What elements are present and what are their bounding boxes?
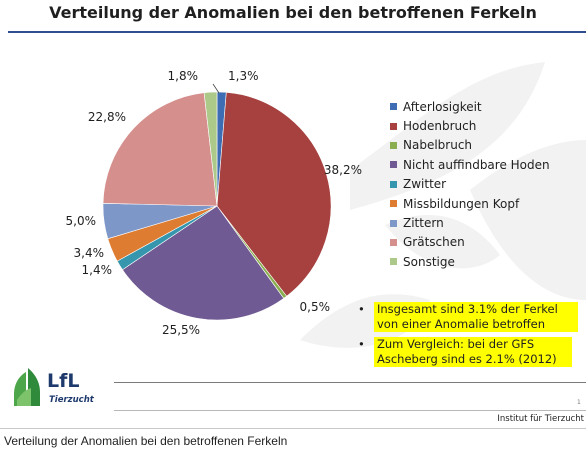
leaf-logo-icon	[14, 368, 40, 406]
slice-label: 22,8%	[88, 110, 126, 124]
legend-label: Hodenbruch	[403, 119, 477, 134]
legend-label: Nicht auffindbare Hoden	[403, 157, 550, 172]
legend-swatch	[390, 103, 397, 111]
legend-label: Sonstige	[403, 254, 455, 269]
legend-label: Grätschen	[403, 235, 465, 250]
footer-rule	[114, 410, 586, 411]
legend-label: Afterlosigkeit	[403, 99, 482, 114]
chart-legend: Afterlosigkeit Hodenbruch Nabelbruch Nicht …	[390, 97, 550, 272]
legend-item: Zittern	[390, 213, 550, 232]
lfl-logo: LfL Tierzucht	[11, 364, 121, 408]
title-rule	[8, 31, 586, 33]
legend-swatch	[390, 161, 397, 169]
slice-label: 1,8%	[168, 69, 199, 83]
page-number: 1	[577, 399, 581, 406]
slice-label: 1,4%	[82, 263, 113, 277]
pie-chart: 1,3% 38,2% 0,5% 25,5% 1,4% 3,4% 5,0% 22,8% 1,8%	[66, 69, 363, 337]
slice-label: 3,4%	[74, 246, 105, 260]
pie-slice	[216, 92, 332, 297]
legend-label: Nabelbruch	[403, 138, 473, 153]
legend-item: Grätschen	[390, 233, 550, 252]
slice-label: 25,5%	[162, 323, 200, 337]
legend-item: Hodenbruch	[390, 116, 550, 135]
slice-label: 0,5%	[300, 300, 331, 314]
legend-item: Afterlosigkeit	[390, 97, 550, 116]
pie-slice	[102, 92, 218, 207]
legend-swatch	[390, 122, 397, 130]
label-leader-line	[212, 83, 220, 94]
logo-subtitle: Tierzucht	[49, 395, 94, 405]
note-item: • Insgesamt sind 3.1% der Ferkel von ein…	[358, 302, 578, 332]
frame-border	[0, 428, 586, 429]
pie-slice	[122, 205, 285, 321]
legend-item: Nabelbruch	[390, 136, 550, 155]
legend-label: Zittern	[403, 216, 444, 231]
legend-swatch	[390, 200, 397, 208]
legend-swatch	[390, 219, 397, 227]
slide: Verteilung der Anomalien bei den betroff…	[8, 3, 586, 424]
legend-item: Missbildungen Kopf	[390, 194, 550, 213]
notes-list: • Insgesamt sind 3.1% der Ferkel von ein…	[358, 302, 578, 372]
legend-item: Sonstige	[390, 252, 550, 271]
slice-label: 5,0%	[66, 214, 97, 228]
legend-swatch	[390, 141, 397, 149]
legend-swatch	[390, 180, 397, 188]
bullet: •	[358, 337, 365, 351]
legend-item: Nicht auffindbare Hoden	[390, 155, 550, 174]
note-item: • Zum Vergleich: bei der GFS Ascheberg s…	[358, 337, 578, 367]
pie-slice	[203, 91, 218, 207]
footer-line	[114, 382, 586, 383]
legend-swatch	[390, 238, 397, 246]
image-caption: Verteilung der Anomalien bei den betroff…	[4, 434, 288, 448]
legend-item: Zwitter	[390, 175, 550, 194]
logo-text: LfL	[47, 370, 80, 392]
legend-swatch	[390, 258, 397, 266]
institute-label: Institut für Tierzucht	[497, 414, 584, 424]
note-text: Insgesamt sind 3.1% der Ferkel von einer…	[374, 302, 578, 332]
bullet: •	[358, 302, 365, 316]
legend-label: Missbildungen Kopf	[403, 196, 520, 211]
slice-label: 1,3%	[228, 69, 259, 83]
slice-label: 38,2%	[324, 163, 362, 177]
legend-label: Zwitter	[403, 177, 447, 192]
slide-title: Verteilung der Anomalien bei den betroff…	[49, 3, 537, 22]
note-text: Zum Vergleich: bei der GFS Ascheberg sin…	[374, 337, 572, 367]
